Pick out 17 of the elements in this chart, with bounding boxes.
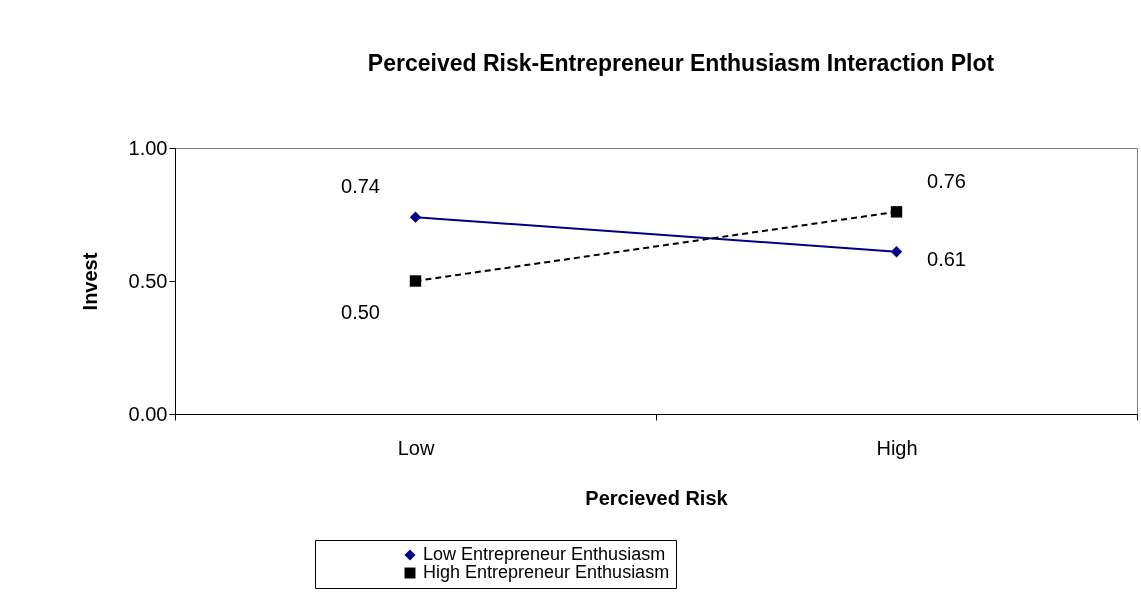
x-tick-label: Low — [397, 436, 435, 459]
data-label: 0.76 — [927, 169, 966, 192]
data-label: 0.61 — [927, 247, 966, 270]
x-axis-title: Percieved Risk — [585, 486, 729, 509]
point — [409, 211, 422, 223]
y-tick-label: 1.00 — [128, 136, 168, 159]
data-label: 0.74 — [341, 175, 380, 198]
y-tick-label: 0.50 — [128, 269, 168, 292]
point — [890, 246, 903, 258]
point — [409, 275, 422, 287]
point — [890, 206, 903, 218]
y-axis-title: Invest — [78, 252, 101, 311]
data-label: 0.50 — [341, 301, 380, 323]
y-tick-label: 0.00 — [128, 402, 168, 425]
legend-label: Low Entrepreneur Enthusiasm — [423, 544, 666, 564]
chart-title: Perceived Risk-Entrepreneur Enthusiasm Interaction Plot — [367, 50, 995, 76]
x-tick-label: High — [876, 436, 918, 459]
